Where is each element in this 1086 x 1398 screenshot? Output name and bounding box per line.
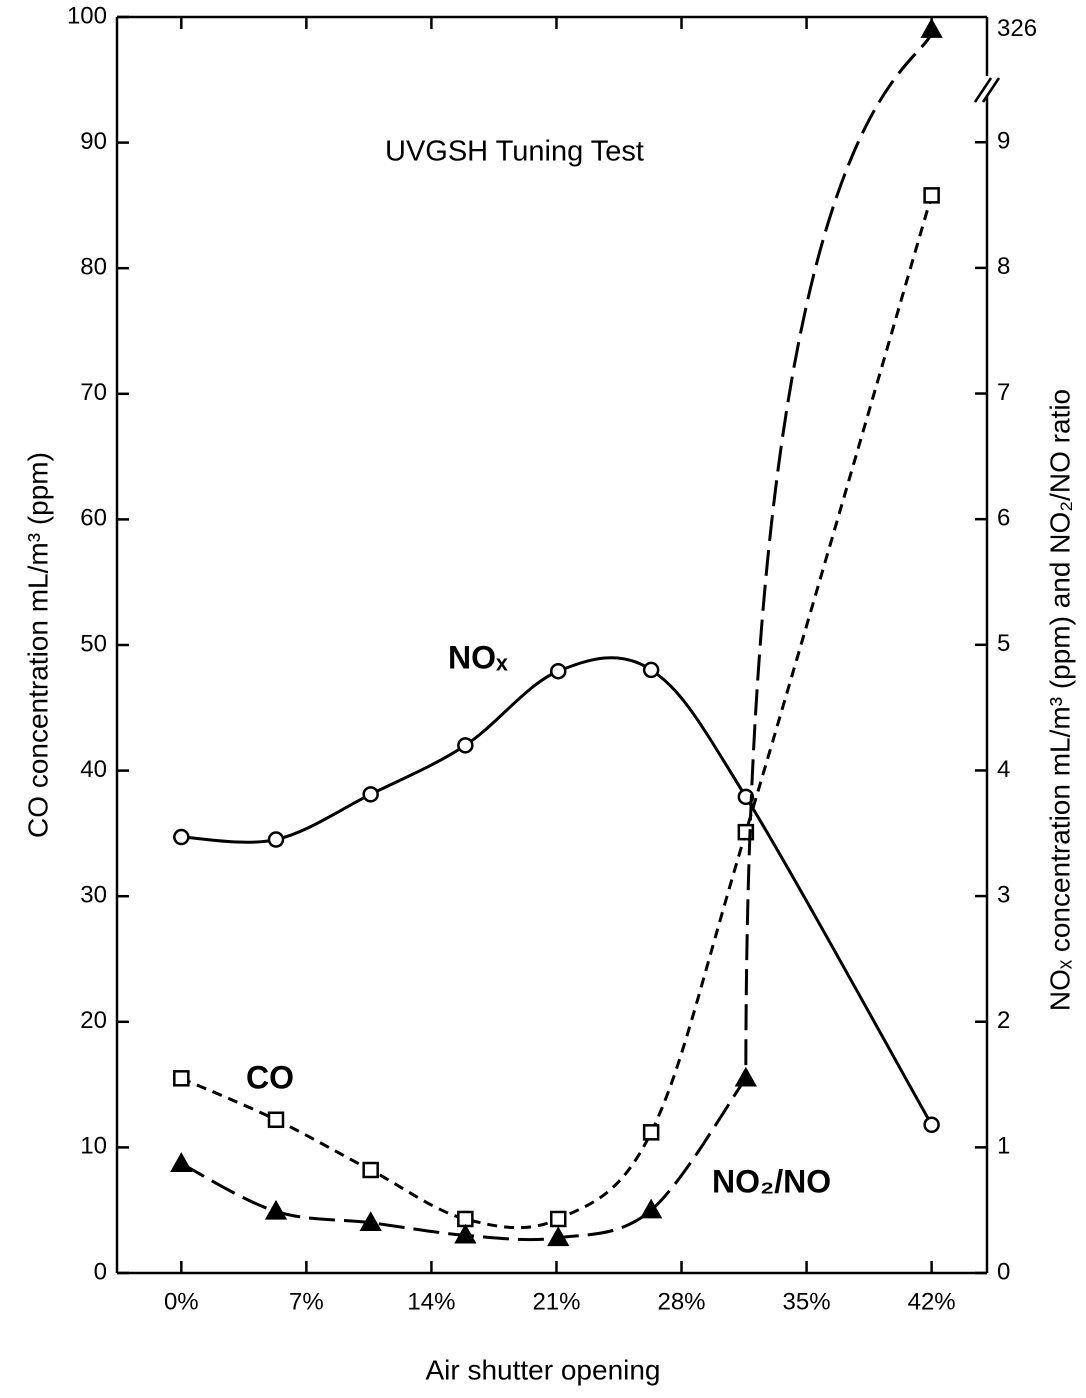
y-tick-label: 60 (80, 505, 107, 532)
y-tick-label: 100 (67, 2, 107, 29)
marker-triangle (454, 1223, 477, 1244)
y2-tick-label: 326 (997, 15, 1037, 42)
marker-circle (923, 1116, 940, 1133)
x-tick-label: 14% (407, 1288, 455, 1315)
x-tick-label: 35% (783, 1288, 831, 1315)
y2-axis-title: NOₓ concentration mL/m³ (ppm) and NO₂/NO… (1044, 389, 1075, 1011)
x-tick-label: 42% (908, 1288, 956, 1315)
chart-title: UVGSH Tuning Test (385, 136, 644, 168)
y-tick-label: 40 (80, 756, 107, 783)
series-line (181, 656, 933, 1126)
marker-circle (362, 786, 379, 803)
series-line (180, 194, 934, 1230)
x-tick-label: 0% (164, 1288, 199, 1315)
y-tick-label: 0 (94, 1258, 107, 1285)
marker-square (267, 1111, 285, 1129)
series-label: NOₓ (448, 639, 508, 675)
marker-square (642, 1124, 660, 1141)
series-label: NO₂/NO (712, 1163, 831, 1199)
marker-triangle (359, 1211, 382, 1231)
series-label: CO (246, 1059, 294, 1095)
y2-tick-label: 5 (997, 630, 1010, 657)
marker-circle (267, 831, 285, 848)
y2-tick-label: 0 (997, 1258, 1010, 1285)
y-tick-label: 50 (80, 630, 107, 657)
x-tick-label: 7% (289, 1288, 324, 1315)
axis-break (973, 77, 1001, 103)
y2-tick-label: 1 (997, 1133, 1010, 1160)
marker-circle (642, 661, 660, 679)
y2-tick-label: 3 (997, 881, 1010, 908)
marker-circle (457, 737, 474, 754)
marker-square (550, 1210, 567, 1228)
marker-square (362, 1161, 379, 1179)
y2-tick-label: 4 (997, 756, 1010, 783)
y-tick-label: 70 (80, 379, 107, 406)
y-axis-title: CO concentration mL/m³ (ppm) (22, 452, 53, 838)
y2-tick-label: 9 (997, 128, 1010, 155)
marker-square (923, 187, 940, 204)
y-tick-label: 80 (80, 254, 107, 281)
x-tick-label: 21% (532, 1288, 580, 1315)
y-tick-label: 90 (80, 128, 107, 155)
y-tick-label: 10 (80, 1133, 107, 1160)
marker-triangle (547, 1226, 570, 1247)
marker-circle (550, 662, 567, 680)
y2-tick-label: 6 (997, 505, 1010, 532)
series-line (180, 29, 934, 1242)
y-tick-label: 20 (80, 1007, 107, 1034)
y-tick-label: 30 (80, 882, 107, 909)
x-tick-label: 28% (657, 1288, 705, 1315)
y2-tick-label: 8 (997, 253, 1010, 280)
marker-triangle (264, 1199, 288, 1220)
y2-tick-label: 2 (997, 1007, 1010, 1034)
marker-triangle (170, 1152, 193, 1172)
marker-triangle (640, 1198, 663, 1219)
marker-square (173, 1070, 190, 1087)
marker-triangle (920, 18, 943, 38)
marker-triangle (734, 1066, 757, 1087)
y2-tick-label: 7 (997, 379, 1010, 406)
marker-circle (173, 828, 190, 846)
x-axis-title: Air shutter opening (425, 1354, 660, 1385)
